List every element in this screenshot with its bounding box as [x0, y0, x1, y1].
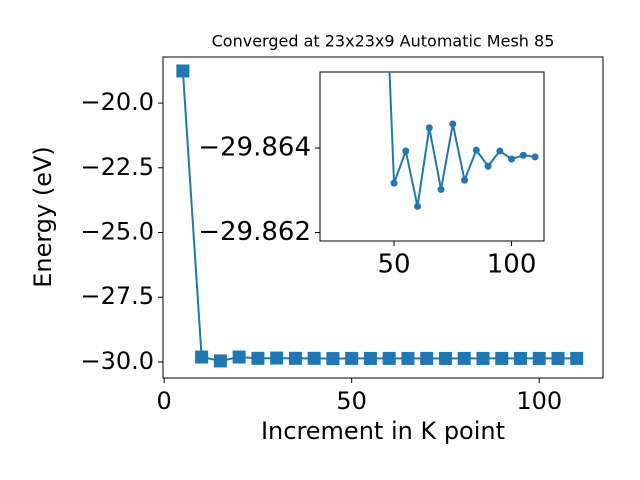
marker: [401, 351, 415, 365]
axes-frame: [319, 71, 545, 242]
x-tick-label: 100: [487, 250, 537, 280]
marker: [461, 176, 469, 184]
marker: [414, 202, 422, 210]
y-tick-label: −27.5: [80, 282, 154, 310]
y-tick-label: −30.0: [80, 347, 154, 375]
marker: [213, 354, 227, 368]
x-axis-label: Increment in K point: [261, 417, 505, 445]
marker: [508, 155, 516, 163]
series-line: [181, 70, 577, 362]
marker: [390, 179, 398, 187]
plot-area: [176, 64, 584, 368]
marker: [532, 351, 546, 365]
marker: [288, 351, 302, 365]
marker: [195, 350, 209, 364]
marker: [345, 351, 359, 365]
y-axis-label: Energy (eV): [29, 146, 57, 288]
plot-area: [388, 72, 539, 210]
marker: [402, 147, 410, 155]
marker: [232, 350, 246, 364]
marker: [519, 151, 527, 159]
marker: [307, 351, 321, 365]
marker: [457, 351, 471, 365]
axes-frame: [162, 56, 604, 379]
marker: [484, 162, 492, 170]
chart-title: Converged at 23x23x9 Automatic Mesh 85: [212, 32, 555, 51]
marker: [449, 120, 457, 128]
marker: [495, 351, 509, 365]
marker: [496, 147, 504, 155]
marker: [326, 352, 340, 366]
marker: [438, 351, 452, 365]
marker: [382, 351, 396, 365]
y-tick-label: −20.0: [80, 88, 154, 116]
marker: [425, 124, 433, 132]
marker: [437, 185, 445, 193]
marker: [531, 153, 539, 161]
marker: [513, 351, 527, 365]
marker: [270, 351, 284, 365]
marker: [420, 351, 434, 365]
marker: [551, 351, 565, 365]
marker: [251, 351, 265, 365]
marker: [363, 351, 377, 365]
y-tick-label: −29.864: [198, 133, 311, 163]
y-tick-label: −29.862: [198, 217, 311, 247]
x-tick-label: 100: [516, 387, 562, 415]
marker: [476, 351, 490, 365]
x-tick-label: 50: [336, 387, 367, 415]
marker: [570, 351, 584, 365]
marker: [472, 146, 480, 154]
x-tick-label: 0: [156, 387, 171, 415]
y-tick-label: −25.0: [80, 218, 154, 246]
x-tick-label: 50: [377, 250, 410, 280]
marker: [176, 64, 190, 78]
y-tick-label: −22.5: [80, 153, 154, 181]
